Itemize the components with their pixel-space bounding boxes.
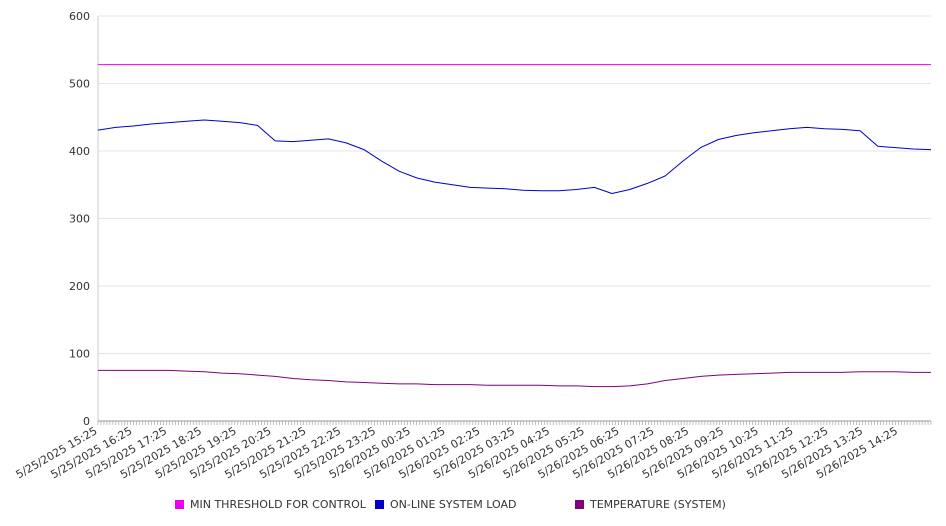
legend-swatch [575, 500, 584, 509]
legend-item-min-threshold[interactable]: MIN THRESHOLD FOR CONTROL [175, 498, 366, 511]
legend-label: MIN THRESHOLD FOR CONTROL [190, 498, 366, 511]
y-tick-label: 500 [69, 78, 90, 91]
legend-label: TEMPERATURE (SYSTEM) [590, 498, 726, 511]
gridlines [98, 15, 931, 354]
y-tick-label: 0 [83, 415, 90, 428]
series-line-2 [98, 369, 931, 388]
legend-label: ON-LINE SYSTEM LOAD [390, 498, 517, 511]
y-tick-label: 600 [69, 10, 90, 23]
line-chart: 0 100 200 300 400 500 600 5/25/2025 15:255/25/… [14, 10, 932, 481]
legend-swatch [375, 500, 384, 509]
y-tick-label: 200 [69, 280, 90, 293]
legend-swatch [175, 500, 184, 509]
legend-item-temperature[interactable]: TEMPERATURE (SYSTEM) [575, 498, 726, 511]
series-lines [97, 64, 932, 388]
legend-item-system-load[interactable]: ON-LINE SYSTEM LOAD [375, 498, 516, 511]
y-axis-ticks: 0 100 200 300 400 500 600 [69, 10, 90, 428]
series-line-1 [97, 119, 932, 194]
y-tick-label: 400 [69, 145, 90, 158]
axes [97, 16, 932, 425]
y-tick-label: 300 [69, 213, 90, 226]
legend: MIN THRESHOLD FOR CONTROL ON-LINE SYSTEM… [0, 498, 946, 516]
y-tick-label: 100 [69, 348, 90, 361]
x-axis-ticks: 5/25/2025 15:255/25/2025 16:255/25/2025 … [14, 424, 900, 481]
